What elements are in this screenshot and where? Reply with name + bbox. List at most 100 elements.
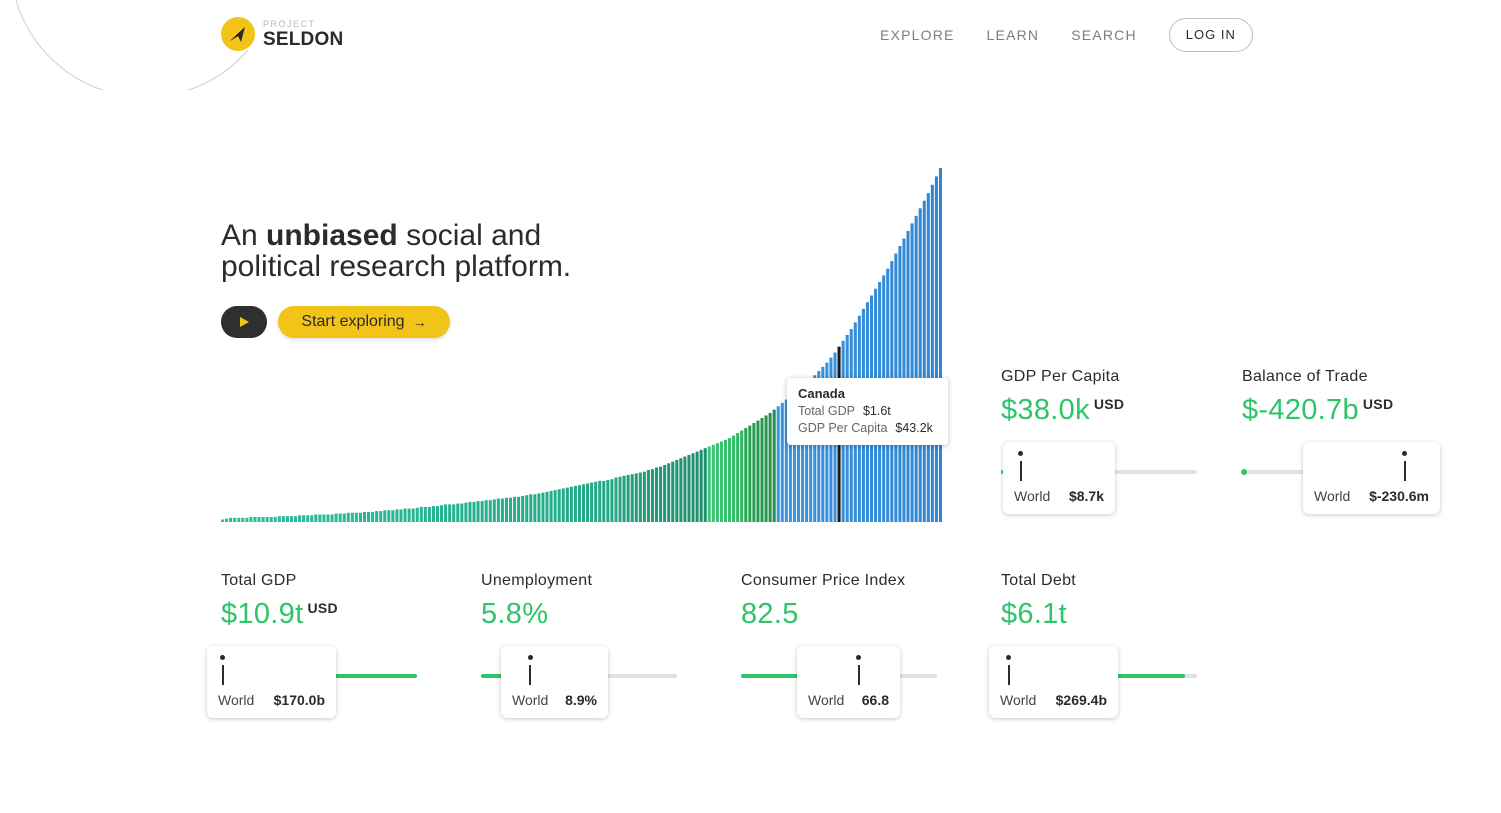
chart-bar[interactable]	[448, 504, 452, 522]
chart-bar[interactable]	[784, 399, 788, 522]
chart-bar[interactable]	[805, 382, 809, 522]
chart-bar[interactable]	[379, 511, 383, 522]
chart-bar[interactable]	[221, 519, 225, 522]
stat-gdp-per-capita[interactable]: GDP Per Capita $38.0k USD World $8.7k	[1001, 368, 1241, 528]
chart-bar[interactable]	[590, 482, 594, 522]
chart-bar[interactable]	[728, 438, 732, 522]
chart-bar[interactable]	[513, 496, 517, 522]
chart-bar[interactable]	[314, 514, 318, 522]
chart-bar[interactable]	[444, 504, 448, 522]
chart-bar[interactable]	[711, 444, 715, 522]
chart-bar[interactable]	[549, 490, 553, 522]
world-comparison-card[interactable]: World $269.4b	[989, 646, 1118, 718]
chart-bar[interactable]	[606, 480, 610, 522]
chart-bar[interactable]	[362, 511, 367, 522]
play-button[interactable]	[221, 306, 267, 338]
chart-bar[interactable]	[289, 516, 294, 522]
world-comparison-card[interactable]: World $170.0b	[207, 646, 336, 718]
chart-bar[interactable]	[322, 514, 326, 522]
chart-bar[interactable]	[772, 409, 776, 522]
chart-bar[interactable]	[809, 379, 813, 522]
chart-bar[interactable]	[229, 517, 233, 522]
chart-bar[interactable]	[914, 215, 918, 522]
chart-bar[interactable]	[573, 485, 577, 522]
chart-bar[interactable]	[342, 513, 346, 522]
chart-bar[interactable]	[638, 472, 642, 522]
chart-bar[interactable]	[492, 499, 496, 522]
start-exploring-button[interactable]: Start exploring →	[278, 306, 450, 338]
gdp-bar-chart[interactable]	[221, 160, 943, 522]
chart-bar[interactable]	[760, 417, 764, 522]
chart-bar[interactable]	[650, 469, 655, 522]
chart-bar[interactable]	[683, 456, 687, 522]
chart-bar[interactable]	[277, 516, 281, 522]
chart-bar[interactable]	[468, 501, 472, 522]
chart-bar[interactable]	[553, 490, 557, 522]
nav-learn[interactable]: LEARN	[986, 27, 1040, 43]
chart-bar[interactable]	[525, 495, 529, 522]
chart-bar[interactable]	[541, 492, 545, 522]
nav-search[interactable]: SEARCH	[1071, 27, 1137, 43]
chart-bar[interactable]	[675, 459, 679, 522]
chart-bar[interactable]	[569, 486, 573, 522]
chart-bar[interactable]	[537, 493, 541, 522]
chart-bar[interactable]	[407, 508, 411, 522]
chart-bar[interactable]	[281, 516, 285, 522]
world-comparison-card[interactable]: World $-230.6m	[1303, 442, 1440, 514]
chart-bar[interactable]	[768, 412, 772, 522]
chart-bar[interactable]	[480, 501, 484, 522]
chart-bar[interactable]	[399, 509, 403, 522]
chart-bar[interactable]	[302, 515, 306, 522]
chart-bar[interactable]	[736, 433, 740, 522]
chart-bar[interactable]	[241, 517, 245, 522]
chart-bar[interactable]	[934, 176, 938, 522]
chart-bar[interactable]	[452, 504, 456, 522]
chart-bar[interactable]	[776, 406, 780, 522]
chart-bar[interactable]	[496, 498, 500, 522]
chart-bar[interactable]	[253, 516, 257, 522]
chart-bar[interactable]	[273, 516, 277, 522]
chart-bar[interactable]	[926, 193, 930, 522]
chart-bar[interactable]	[703, 448, 707, 522]
chart-bar[interactable]	[626, 475, 630, 522]
chart-bar[interactable]	[249, 516, 253, 522]
chart-bar[interactable]	[517, 496, 521, 522]
stat-consumer-price-index[interactable]: Consumer Price Index 82.5 World 66.8	[741, 572, 981, 732]
chart-bar[interactable]	[582, 484, 586, 522]
chart-bar[interactable]	[723, 439, 728, 522]
chart-bar[interactable]	[435, 506, 440, 522]
chart-bar[interactable]	[614, 477, 618, 522]
chart-bar[interactable]	[910, 223, 914, 522]
chart-bar[interactable]	[602, 480, 606, 522]
chart-bar[interactable]	[265, 516, 269, 522]
chart-bar[interactable]	[411, 508, 415, 522]
chart-bar[interactable]	[906, 230, 910, 522]
chart-bar[interactable]	[687, 454, 691, 522]
chart-bar[interactable]	[529, 494, 533, 522]
chart-bar[interactable]	[423, 506, 427, 522]
chart-bar[interactable]	[667, 463, 671, 522]
chart-bar[interactable]	[415, 507, 419, 522]
chart-bar[interactable]	[659, 466, 663, 522]
chart-bar[interactable]	[431, 506, 435, 522]
chart-bar[interactable]	[918, 208, 922, 522]
chart-bar[interactable]	[371, 511, 375, 522]
chart-bar[interactable]	[504, 497, 508, 522]
chart-bar[interactable]	[707, 446, 711, 523]
chart-bar[interactable]	[383, 510, 387, 522]
chart-bar[interactable]	[456, 503, 460, 522]
chart-bar[interactable]	[930, 184, 934, 522]
chart-bar[interactable]	[646, 469, 650, 522]
chart-bar[interactable]	[732, 435, 736, 522]
chart-bar[interactable]	[557, 489, 561, 522]
chart-bar[interactable]	[577, 485, 581, 522]
chart-bar[interactable]	[387, 510, 391, 522]
chart-bar[interactable]	[334, 513, 338, 522]
world-comparison-card[interactable]: World 66.8	[797, 646, 900, 718]
chart-bar[interactable]	[521, 496, 525, 522]
chart-bar[interactable]	[618, 476, 622, 522]
chart-bar[interactable]	[796, 389, 801, 522]
chart-bar[interactable]	[391, 510, 395, 522]
chart-bar[interactable]	[440, 505, 444, 522]
chart-bar[interactable]	[464, 502, 468, 522]
